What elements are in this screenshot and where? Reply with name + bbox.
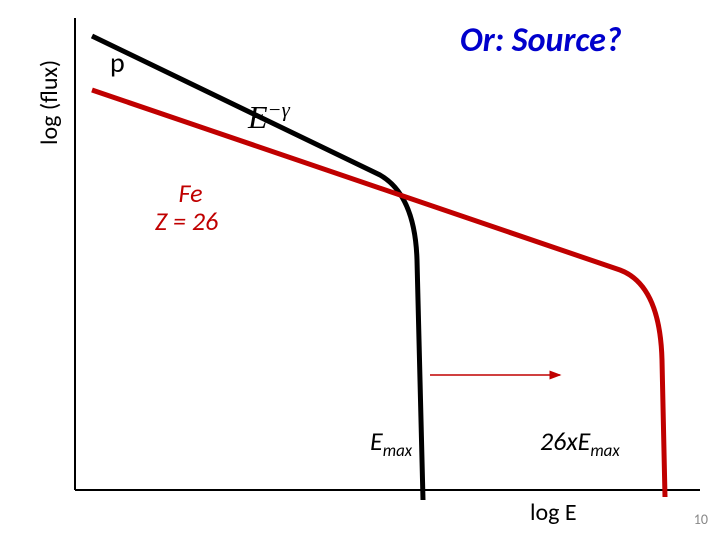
panel-title: Or: Source? bbox=[460, 20, 622, 61]
emax-marker: Emax bbox=[370, 425, 412, 461]
page-number: 10 bbox=[694, 511, 708, 528]
proton-label: p bbox=[110, 45, 125, 80]
x-axis-label: log E bbox=[530, 498, 577, 527]
iron-label: FeZ = 26 bbox=[155, 150, 218, 264]
chart-stage: log (flux) Or: Source? E−γ p FeZ = 26 Em… bbox=[0, 0, 720, 540]
emax26-marker: 26xEmax bbox=[540, 425, 620, 461]
y-axis-label: log (flux) bbox=[35, 60, 64, 145]
